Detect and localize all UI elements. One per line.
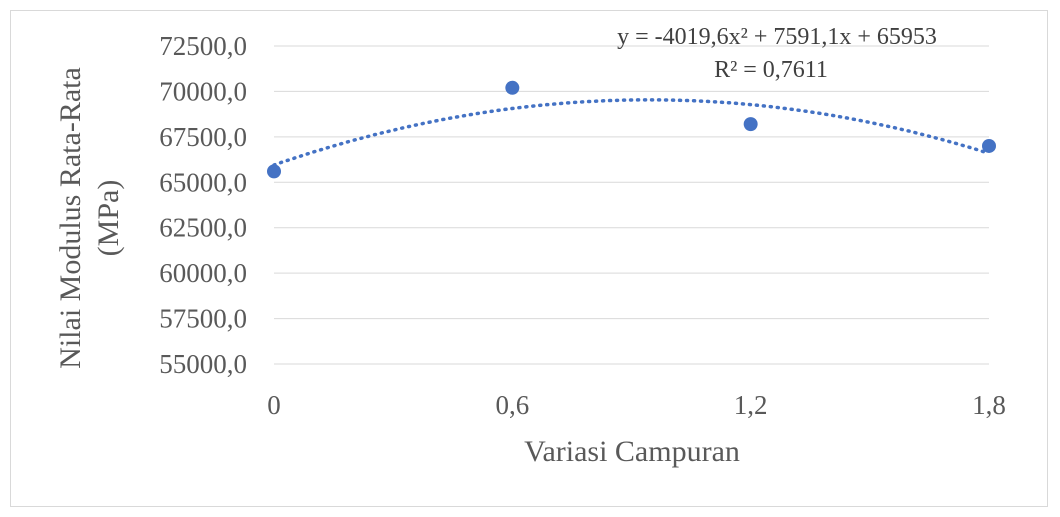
x-axis-title: Variasi Campuran xyxy=(524,435,740,468)
data-point xyxy=(982,138,996,153)
data-point xyxy=(743,117,758,132)
data-point xyxy=(505,80,520,95)
chart-frame xyxy=(10,10,1048,507)
gridlines xyxy=(274,45,989,365)
y-tick-label: 60000,0 xyxy=(159,258,247,288)
y-axis-title-line2: (MPa) xyxy=(92,180,125,257)
x-tick-label: 1,2 xyxy=(734,390,768,420)
y-tick-label: 57500,0 xyxy=(159,304,247,334)
y-tick-labels: 55000,0 57500,0 60000,0 62500,0 65000,0 67500… xyxy=(159,31,247,379)
x-tick-label: 0,6 xyxy=(495,390,529,420)
r-squared-label: R² = 0,7611 xyxy=(714,57,828,83)
y-tick-label: 72500,0 xyxy=(159,31,247,61)
data-points xyxy=(267,80,996,179)
y-tick-label: 70000,0 xyxy=(159,76,247,106)
x-tick-label: 0 xyxy=(267,390,281,420)
trendline-equation: y = -4019,6x² + 7591,1x + 65953 xyxy=(617,24,937,50)
y-tick-label: 55000,0 xyxy=(159,349,247,379)
y-axis-title-line1: Nilai Modulus Rata-Rata xyxy=(54,67,87,369)
y-tick-label: 62500,0 xyxy=(159,213,247,243)
x-tick-labels: 0 0,6 1,2 1,8 xyxy=(267,390,1006,420)
y-tick-label: 65000,0 xyxy=(159,167,247,197)
x-tick-label: 1,8 xyxy=(972,390,1006,420)
data-point xyxy=(267,164,281,179)
y-tick-label: 67500,0 xyxy=(159,122,247,152)
trendline xyxy=(272,98,991,167)
